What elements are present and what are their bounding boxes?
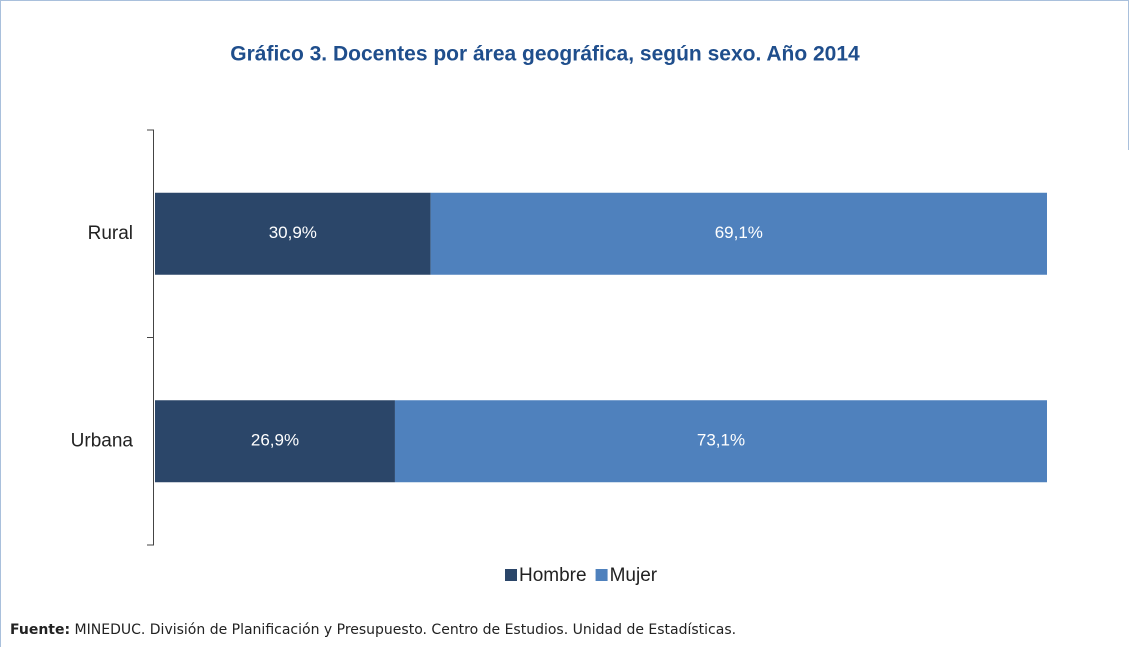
data-label: 73,1% xyxy=(697,431,745,450)
source-label: Fuente: xyxy=(10,622,70,638)
bar-segment xyxy=(155,400,395,483)
data-label: 69,1% xyxy=(715,223,763,242)
source: MINEDUC. División de Planificación y Pre… xyxy=(75,622,737,638)
data-label: 26,9% xyxy=(251,431,299,450)
category-label: Rural xyxy=(88,223,133,244)
bar-segment xyxy=(430,192,1047,275)
data-label: 30,9% xyxy=(269,223,317,242)
category-label: Urbana xyxy=(71,430,134,451)
bar-segment xyxy=(155,192,431,275)
footer: Fuente: MINEDUC. División de Planificaci… xyxy=(10,622,736,638)
legend-label: Mujer xyxy=(610,565,658,586)
legend-swatch xyxy=(595,569,608,581)
legend-label: Hombre xyxy=(519,565,587,586)
chart-title: Gráfico 3. Docentes por área geográfica,… xyxy=(230,43,860,66)
legend-swatch xyxy=(505,569,517,581)
bar-segment xyxy=(394,400,1047,483)
